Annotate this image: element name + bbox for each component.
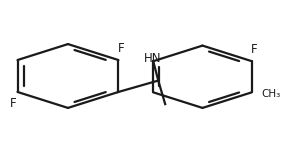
- Text: F: F: [118, 42, 124, 55]
- Text: F: F: [251, 43, 258, 56]
- Text: CH₃: CH₃: [262, 89, 281, 98]
- Text: HN: HN: [144, 52, 162, 65]
- Text: F: F: [10, 97, 17, 110]
